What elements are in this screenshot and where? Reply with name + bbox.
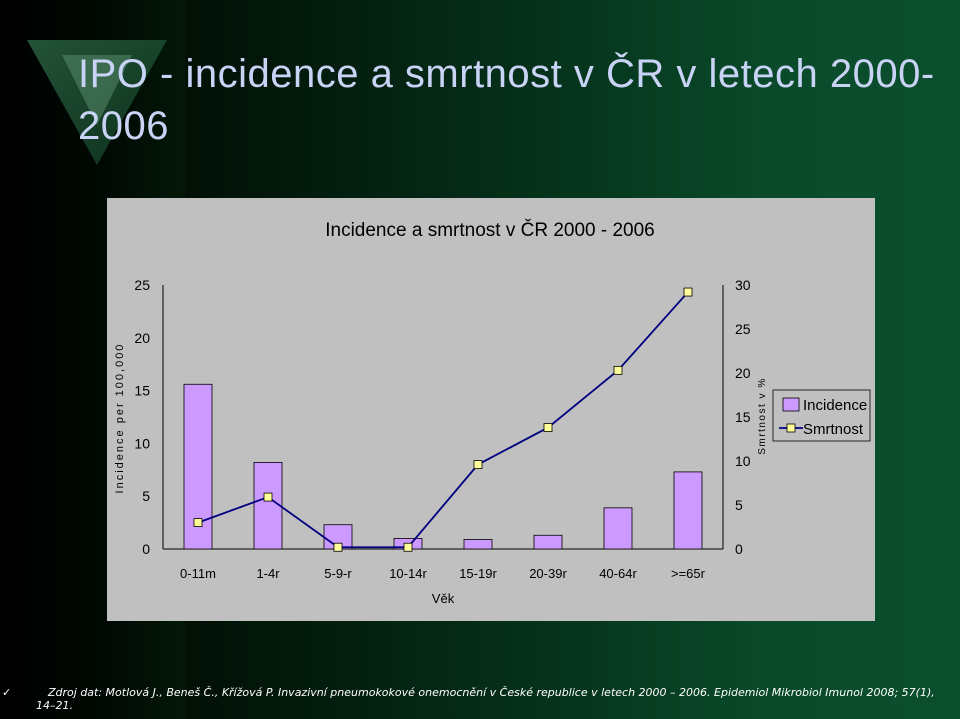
point-smrtnost xyxy=(333,542,343,552)
point-smrtnost xyxy=(263,492,273,502)
chart-panel: Incidence a smrtnost v ČR 2000 - 2006 In… xyxy=(107,198,875,621)
y2-axis-label: Smrtnost v % xyxy=(757,377,768,454)
x-tick-label: 20-39r xyxy=(529,566,567,581)
source-text: Zdroj dat: Motlová J., Beneš Č., Křížová… xyxy=(36,686,935,712)
y2-tick-label: 25 xyxy=(735,321,751,337)
y2-tick-label: 10 xyxy=(735,453,751,469)
y2-tick-label: 5 xyxy=(735,497,743,513)
y-tick-label: 10 xyxy=(134,435,150,451)
y-tick-label: 15 xyxy=(134,383,150,399)
bar-incidence xyxy=(603,507,633,550)
bar-incidence xyxy=(673,471,703,550)
point-smrtnost xyxy=(683,287,693,297)
legend-swatch-incidence xyxy=(782,397,800,412)
bar-incidence xyxy=(253,462,283,550)
x-tick-label: 10-14r xyxy=(389,566,427,581)
point-smrtnost xyxy=(193,518,203,528)
y-tick-label: 0 xyxy=(142,541,150,557)
y2-tick-label: 0 xyxy=(735,541,743,557)
legend-label-smrtnost: Smrtnost xyxy=(803,421,864,438)
point-smrtnost xyxy=(403,542,413,552)
point-smrtnost xyxy=(613,365,623,375)
combo-chart: Incidence a smrtnost v ČR 2000 - 2006 In… xyxy=(114,219,871,606)
check-bullet-icon: ✓ xyxy=(2,686,12,699)
y-tick-label: 5 xyxy=(142,488,150,504)
chart-legend: Incidence Smrtnost xyxy=(772,389,871,442)
y-axis-label: Incidence per 100,000 xyxy=(114,343,126,494)
point-smrtnost xyxy=(473,460,483,469)
legend-label-incidence: Incidence xyxy=(803,397,867,414)
y2-tick-label: 15 xyxy=(735,409,751,425)
legend-marker-smrtnost xyxy=(786,423,796,433)
x-tick-label: 5-9-r xyxy=(324,566,352,581)
y2-tick-label: 30 xyxy=(735,277,751,293)
point-smrtnost xyxy=(543,423,553,432)
chart-title: Incidence a smrtnost v ČR 2000 - 2006 xyxy=(325,219,655,241)
x-axis-label: Věk xyxy=(432,591,455,606)
y-tick-label: 25 xyxy=(134,277,150,293)
bar-incidence xyxy=(463,539,493,550)
x-tick-label: 40-64r xyxy=(599,566,637,581)
source-citation: ✓ Zdroj dat: Motlová J., Beneš Č., Křížo… xyxy=(2,686,936,712)
x-tick-label: 1-4r xyxy=(256,566,280,581)
y-tick-label: 20 xyxy=(134,330,150,346)
x-tick-label: 15-19r xyxy=(459,566,497,581)
line-smrtnost xyxy=(197,291,689,549)
triangle-logo-icon xyxy=(27,40,167,165)
x-tick-label: >=65r xyxy=(671,566,706,581)
slide-title: IPO - incidence a smrtnost v ČR v letech… xyxy=(78,52,935,148)
x-tick-label: 0-11m xyxy=(180,566,216,581)
y2-tick-label: 20 xyxy=(735,365,751,381)
bar-incidence xyxy=(533,534,563,550)
